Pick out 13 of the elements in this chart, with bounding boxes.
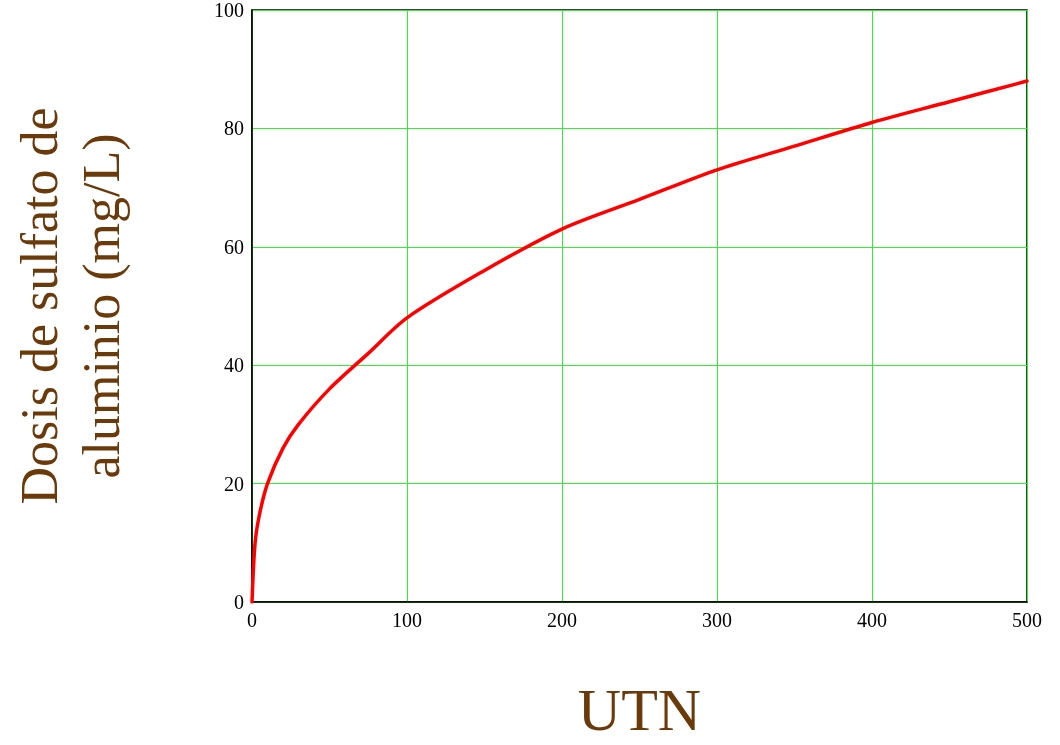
x-tick-label: 300 bbox=[702, 609, 732, 631]
y-tick-label: 40 bbox=[224, 354, 244, 377]
x-tick-label: 500 bbox=[1012, 609, 1042, 631]
y-tick-label: 80 bbox=[224, 117, 244, 140]
x-tick-label: 200 bbox=[547, 609, 577, 631]
x-tick-label: 100 bbox=[392, 609, 422, 631]
y-tick-label: 20 bbox=[224, 472, 244, 495]
x-axis-title: UTN bbox=[577, 677, 702, 743]
y-tick-label: 60 bbox=[224, 235, 244, 258]
x-tick-label: 400 bbox=[857, 609, 887, 631]
y-tick-label: 0 bbox=[234, 591, 244, 613]
y-tick-label: 100 bbox=[214, 0, 244, 21]
y-axis-title: Dosis de sulfato de aluminio (mg/L) bbox=[10, 107, 131, 505]
